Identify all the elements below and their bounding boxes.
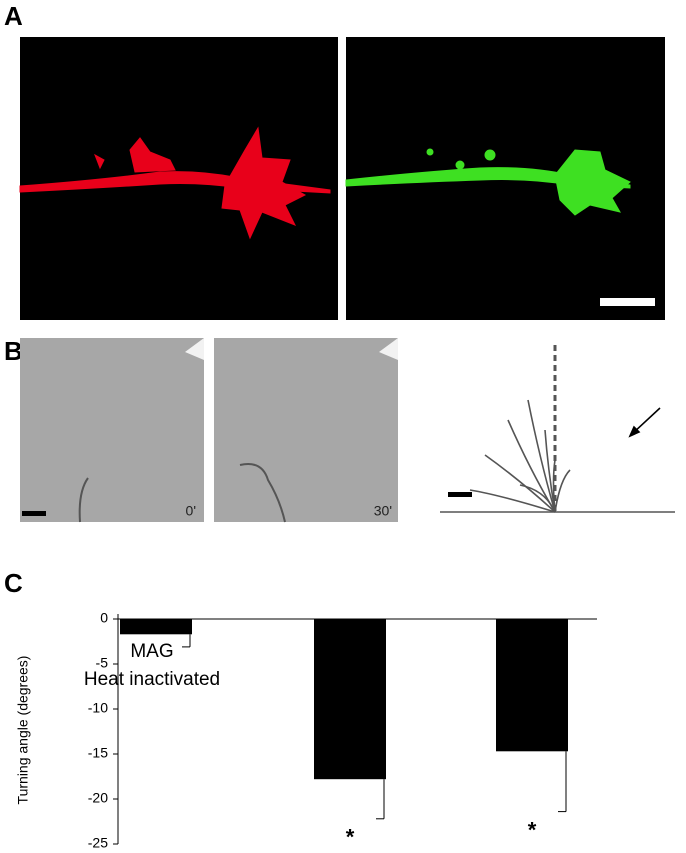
bar: [120, 619, 192, 635]
time-label: 0': [186, 503, 196, 519]
growth-cone: [239, 463, 286, 523]
pipette: [185, 338, 204, 360]
significance: *: [528, 817, 537, 842]
time-label: 30': [374, 503, 392, 519]
bar: [314, 619, 386, 780]
bar: [496, 619, 568, 752]
panel-label: B: [4, 336, 23, 366]
trajectory-tracing: [440, 345, 675, 513]
scale-bar: [600, 298, 655, 306]
significance: *: [346, 825, 355, 850]
panel-label: C: [4, 568, 23, 598]
y-tick-label: -10: [88, 700, 108, 716]
y-tick-label: -15: [88, 745, 108, 761]
y-tick-label: -5: [96, 655, 109, 671]
red-neuron: [19, 126, 331, 240]
scale-bar: [22, 511, 46, 516]
y-tick-label: 0: [100, 610, 108, 626]
scale-bar: [448, 492, 472, 497]
growth-cone: [78, 477, 89, 523]
y-axis-label: Turning angle (degrees): [15, 656, 31, 805]
category-label: MAG: [130, 641, 173, 662]
y-tick-label: -25: [88, 835, 108, 851]
phase-image: [214, 338, 398, 522]
panel-label: A: [4, 1, 23, 31]
category-label: Heat inactivated: [84, 669, 220, 690]
phase-image: [20, 338, 204, 522]
green-neuron: [345, 148, 631, 216]
y-tick-label: -20: [88, 790, 108, 806]
pipette: [379, 338, 398, 360]
